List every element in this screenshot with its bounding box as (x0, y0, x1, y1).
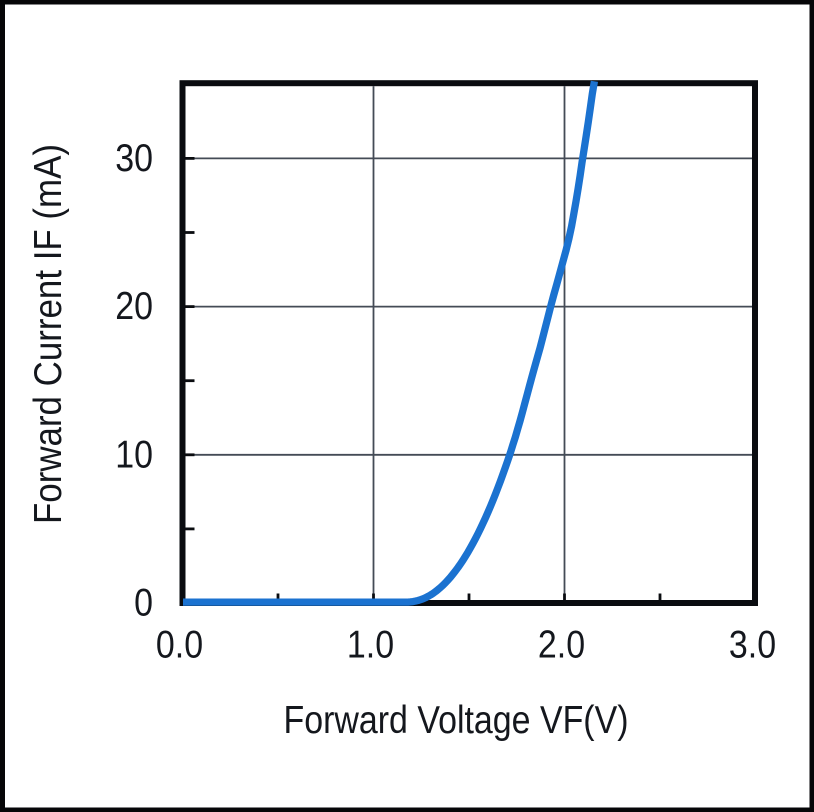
svg-text:30: 30 (115, 136, 153, 180)
svg-text:10: 10 (115, 432, 153, 476)
svg-text:0: 0 (134, 580, 153, 624)
svg-text:Forward Current IF (mA): Forward Current IF (mA) (26, 144, 69, 524)
svg-text:2.0: 2.0 (538, 622, 585, 666)
svg-text:3.0: 3.0 (729, 622, 776, 666)
svg-text:1.0: 1.0 (347, 622, 394, 666)
svg-text:Forward Voltage VF(V): Forward Voltage VF(V) (283, 698, 628, 742)
svg-text:20: 20 (115, 284, 153, 328)
svg-text:0.0: 0.0 (156, 622, 203, 666)
